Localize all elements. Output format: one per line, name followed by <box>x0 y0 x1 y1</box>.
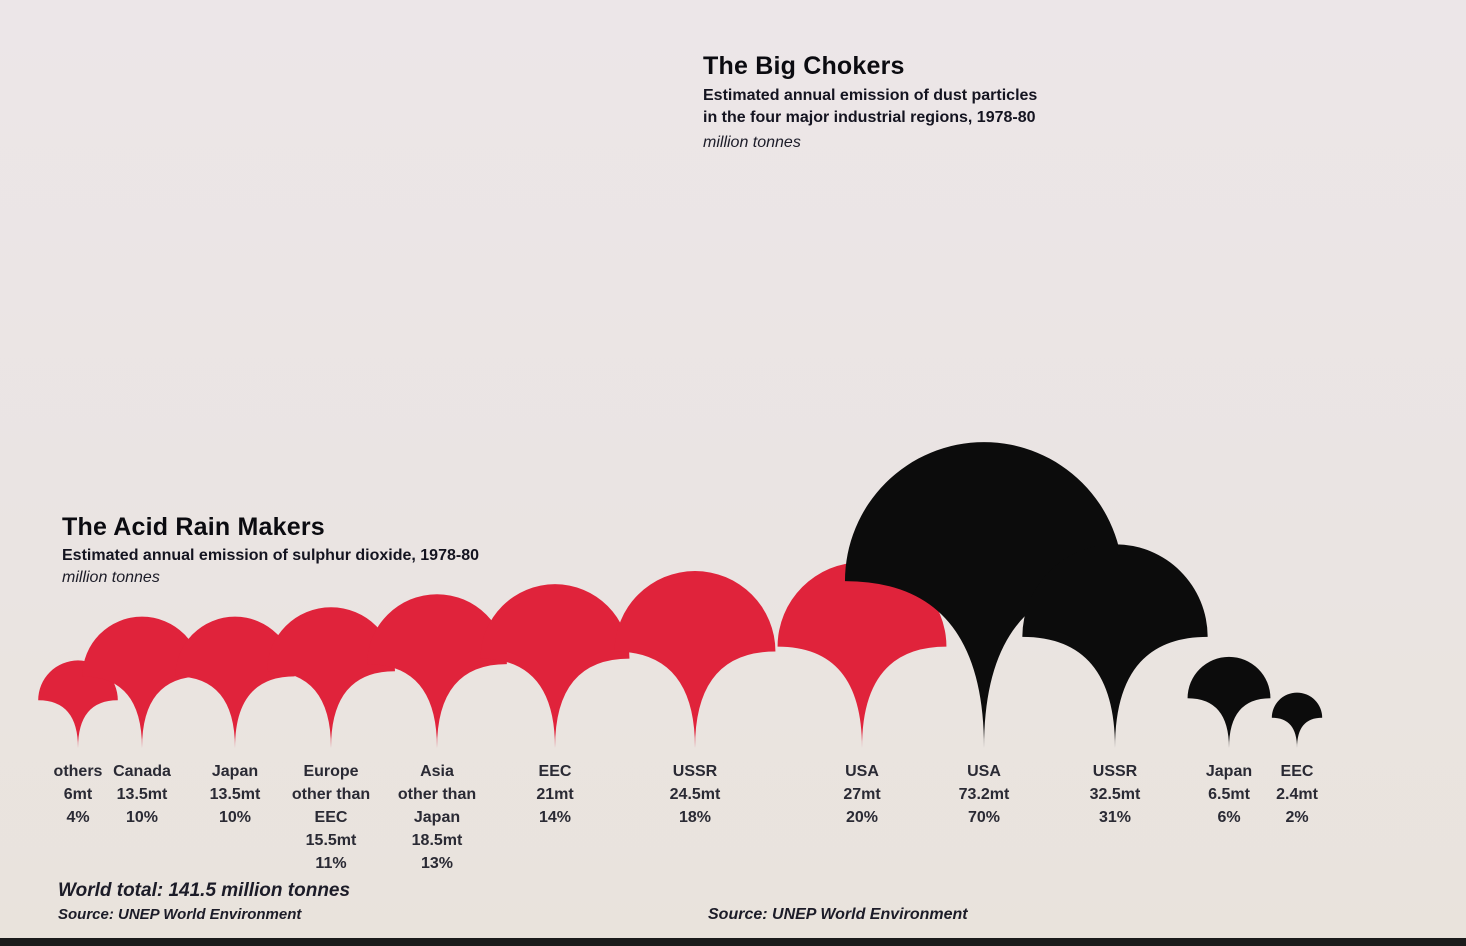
chokers-label-2-line-2: 6% <box>1217 809 1240 826</box>
acid-bubble-ussr <box>614 571 776 748</box>
acid-label-2-line-0: Japan <box>212 763 258 780</box>
acid-source: Source: UNEP World Environment <box>58 906 302 923</box>
chokers-label-1-line-0: USSR <box>1093 763 1138 780</box>
acid-bubble-canada <box>82 616 202 748</box>
acid-label-1-line-1: 13.5mt <box>117 786 168 803</box>
acid-bubble-europe-other-than-eec <box>267 607 395 748</box>
acid-label-5-line-1: 21mt <box>536 786 574 803</box>
chokers-label-3-line-1: 2.4mt <box>1276 786 1318 803</box>
chokers-bubble-ussr <box>1022 544 1208 748</box>
acid-label-1-line-0: Canada <box>113 763 171 780</box>
acid-label-6-line-0: USSR <box>673 763 718 780</box>
acid-label-6-line-1: 24.5mt <box>670 786 721 803</box>
acid-label-5-line-0: EEC <box>539 763 572 780</box>
acid-bubble-japan <box>175 616 295 748</box>
chokers-label-1-line-2: 31% <box>1099 809 1131 826</box>
acid-bubble-eec <box>480 584 630 748</box>
acid-label-4-line-3: 18.5mt <box>412 832 463 849</box>
acid-label-7-line-1: 27mt <box>843 786 881 803</box>
chokers-label-2-line-0: Japan <box>1206 763 1252 780</box>
chokers-subtitle-line-2: in the four major industrial regions, 19… <box>703 109 1036 126</box>
chokers-bubble-eec <box>1271 692 1323 748</box>
chokers-label-3-line-2: 2% <box>1285 809 1308 826</box>
chokers-subtitle-line-1: Estimated annual emission of dust partic… <box>703 87 1038 104</box>
acid-bubble-asia-other-than-japan <box>367 594 507 748</box>
acid-label-6-line-2: 18% <box>679 809 711 826</box>
acid-bubble-usa <box>777 562 947 748</box>
chokers-source: Source: UNEP World Environment <box>708 906 968 923</box>
acid-unit: million tonnes <box>62 569 160 586</box>
acid-label-4-line-4: 13% <box>421 855 453 872</box>
acid-label-4-line-0: Asia <box>420 763 454 780</box>
acid-label-3-line-1: other than <box>292 786 370 803</box>
acid-label-2-line-2: 10% <box>219 809 251 826</box>
chokers-title: The Big Chokers <box>703 52 905 80</box>
acid-label-3-line-2: EEC <box>315 809 348 826</box>
chokers-label-1-line-1: 32.5mt <box>1090 786 1141 803</box>
acid-label-7-line-0: USA <box>845 763 879 780</box>
acid-title: The Acid Rain Makers <box>62 513 325 541</box>
chokers-label-0-line-2: 70% <box>968 809 1000 826</box>
chokers-label-3-line-0: EEC <box>1281 763 1314 780</box>
chokers-label-0-line-0: USA <box>967 763 1001 780</box>
acid-world-total: World total: 141.5 million tonnes <box>58 880 351 901</box>
chokers-bubble-usa <box>844 442 1124 748</box>
chokers-label-2-line-1: 6.5mt <box>1208 786 1250 803</box>
acid-label-0-line-1: 6mt <box>64 786 93 803</box>
acid-label-3-line-0: Europe <box>303 763 358 780</box>
acid-subtitle: Estimated annual emission of sulphur dio… <box>62 547 479 564</box>
acid-label-7-line-2: 20% <box>846 809 878 826</box>
chokers-unit: million tonnes <box>703 134 801 151</box>
acid-label-5-line-2: 14% <box>539 809 571 826</box>
acid-label-1-line-2: 10% <box>126 809 158 826</box>
acid-bubble-others <box>38 660 118 748</box>
acid-label-0-line-2: 4% <box>66 809 89 826</box>
acid-label-3-line-3: 15.5mt <box>306 832 357 849</box>
acid-label-4-line-1: other than <box>398 786 476 803</box>
chokers-label-0-line-1: 73.2mt <box>959 786 1010 803</box>
acid-label-0-line-0: others <box>54 763 103 780</box>
acid-label-4-line-2: Japan <box>414 809 460 826</box>
chokers-bubble-japan <box>1187 656 1271 748</box>
acid-label-3-line-4: 11% <box>315 855 346 872</box>
acid-label-2-line-1: 13.5mt <box>210 786 261 803</box>
